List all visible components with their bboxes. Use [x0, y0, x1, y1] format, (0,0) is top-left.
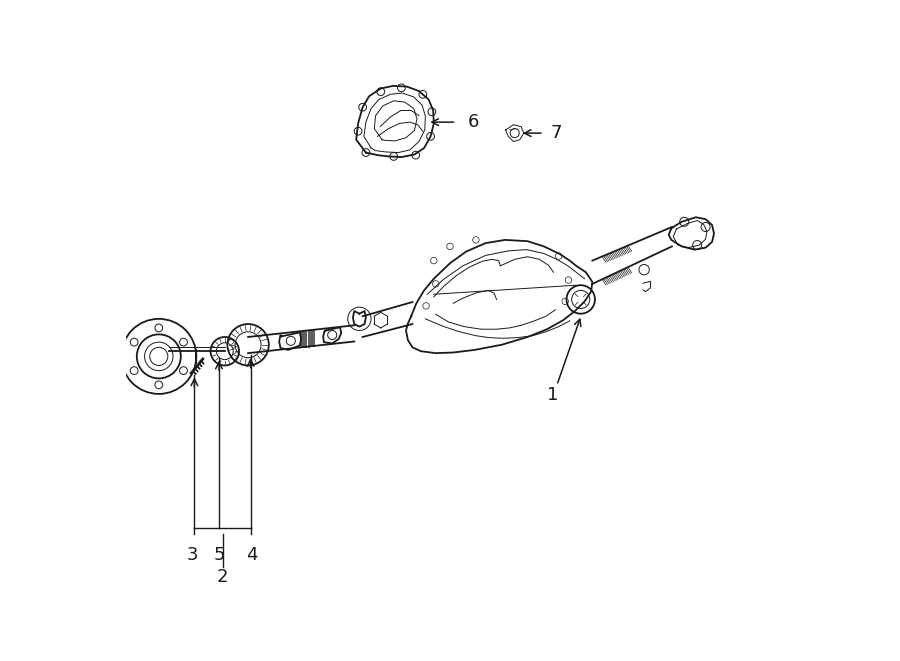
Text: 2: 2 — [217, 568, 229, 586]
Text: 5: 5 — [213, 546, 225, 564]
Text: 7: 7 — [550, 124, 562, 142]
Text: 6: 6 — [468, 113, 480, 131]
Text: 4: 4 — [247, 546, 257, 564]
Text: 1: 1 — [546, 386, 558, 405]
Text: 3: 3 — [186, 546, 198, 564]
